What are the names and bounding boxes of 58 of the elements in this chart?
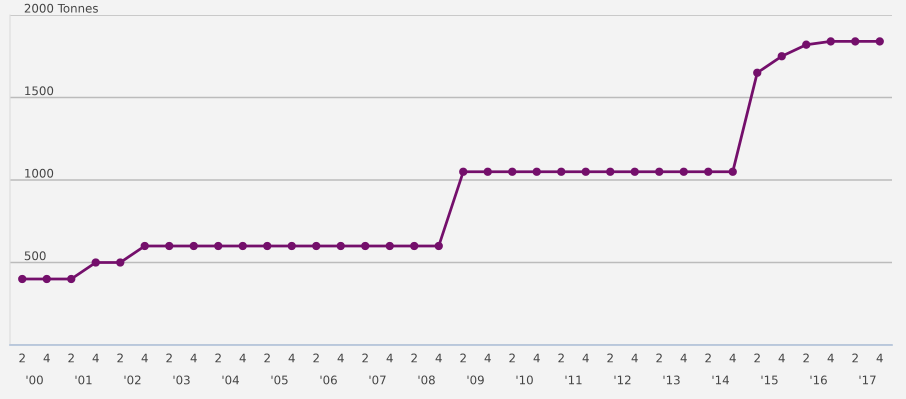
y-tick-label: 1500 — [25, 86, 54, 96]
text: '08 — [418, 375, 435, 384]
text: '01 — [76, 375, 92, 384]
x-tick-label: 4 — [436, 354, 442, 362]
y-tick-label: 2000 Tonnes — [24, 4, 98, 13]
text: '02 — [124, 375, 140, 384]
text: '05 — [272, 375, 288, 384]
x-tick-label: 2 — [558, 354, 564, 362]
x-tick-label: 4 — [240, 354, 246, 362]
x-tick-label: 4 — [288, 354, 295, 362]
x-tick-label: 2 — [705, 354, 711, 362]
text: '15 — [762, 376, 778, 384]
x-tick-label: 4 — [582, 354, 589, 362]
text: '07 — [370, 375, 386, 384]
text: '17 — [860, 376, 876, 384]
x-tick-label: 2 — [509, 354, 515, 362]
x-tick-label: 2 — [19, 354, 25, 362]
text: '09 — [468, 375, 484, 384]
y-tick-label: 500 — [24, 251, 46, 260]
text: '00 — [26, 375, 43, 384]
x-tick-label: 4 — [730, 354, 736, 362]
x-tick-label: 4 — [44, 354, 50, 362]
x-tick-label: 2 — [313, 354, 319, 362]
text: '06 — [320, 375, 337, 384]
x-tick-label: 4 — [778, 354, 785, 362]
x-tick-label: 2 — [215, 354, 221, 362]
text: '10 — [516, 375, 533, 384]
x-tick-label: 2 — [117, 354, 123, 362]
text: '12 — [614, 375, 630, 384]
x-tick-label: 4 — [484, 354, 491, 362]
x-tick-label: 2 — [607, 354, 613, 362]
x-tick-label: 4 — [828, 354, 834, 362]
x-tick-label: 2 — [362, 354, 368, 362]
x-tick-label: 4 — [680, 354, 687, 362]
x-tick-label: 4 — [632, 354, 638, 362]
x-tick-label: 2 — [803, 354, 809, 362]
x-tick-label: 4 — [92, 354, 99, 362]
y-tick-label: 1000 — [25, 168, 54, 178]
x-tick-label: 2 — [754, 354, 760, 362]
x-tick-label: 2 — [460, 354, 466, 362]
text: '03 — [174, 375, 190, 384]
text: '13 — [664, 375, 680, 384]
x-tick-label: 4 — [534, 354, 540, 362]
text: '11 — [566, 376, 582, 384]
x-tick-label: 4 — [142, 354, 148, 362]
text: '16 — [810, 375, 827, 384]
x-tick-label: 4 — [338, 354, 344, 362]
x-tick-label: 4 — [386, 354, 393, 362]
text: '14 — [712, 376, 729, 384]
x-tick-label: 2 — [264, 354, 270, 362]
x-tick-label: 2 — [68, 354, 74, 362]
x-tick-label: 2 — [852, 354, 858, 362]
x-tick-label: 4 — [190, 354, 197, 362]
text: '04 — [222, 375, 239, 384]
x-tick-label: 2 — [166, 354, 172, 362]
x-tick-label: 2 — [656, 354, 662, 362]
x-tick-label: 2 — [411, 354, 417, 362]
x-tick-label: 4 — [876, 354, 883, 362]
